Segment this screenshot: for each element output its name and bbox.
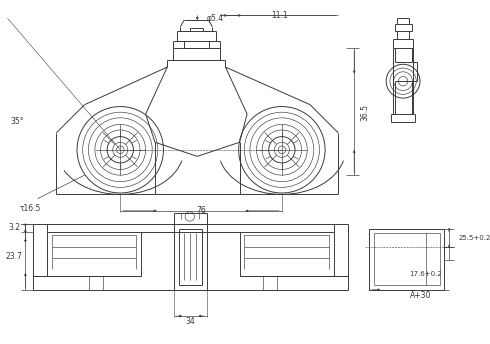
Text: 25.5+0.2: 25.5+0.2	[459, 235, 490, 241]
Text: 35°: 35°	[10, 117, 24, 126]
Text: 17.6+0.2: 17.6+0.2	[409, 271, 442, 277]
Text: 23.7: 23.7	[6, 252, 23, 261]
Text: τ16.5: τ16.5	[20, 204, 41, 213]
Text: A+30: A+30	[410, 291, 432, 300]
Bar	[369, 229, 444, 290]
Text: 3.2: 3.2	[8, 223, 20, 232]
Text: φ5.4: φ5.4	[207, 14, 224, 23]
Text: 36.5: 36.5	[360, 104, 369, 121]
Text: 76: 76	[196, 206, 206, 215]
Text: 11.1: 11.1	[271, 11, 287, 20]
Text: 34: 34	[185, 317, 195, 326]
